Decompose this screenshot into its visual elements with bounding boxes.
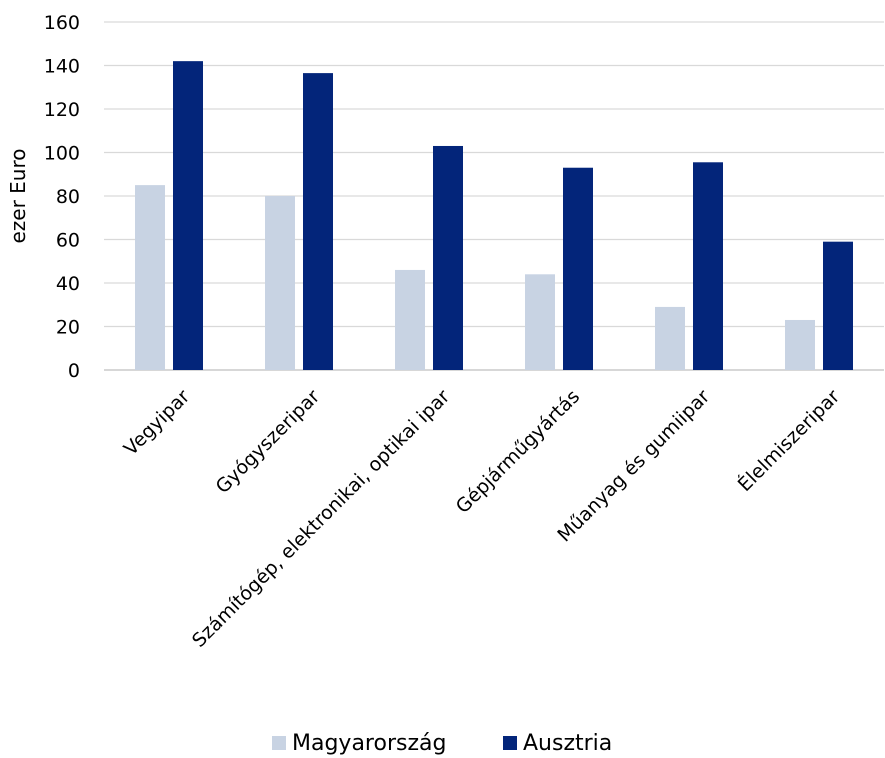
legend-swatch xyxy=(272,736,286,750)
y-tick-label: 120 xyxy=(44,99,80,121)
legend-label: Ausztria xyxy=(523,731,612,756)
legend-label: Magyarország xyxy=(292,731,446,756)
x-category-label: Vegyipar xyxy=(120,385,195,460)
x-category-label: Gyógyszeripar xyxy=(212,385,325,498)
x-category-label: Gépjárműgyártás xyxy=(452,386,584,518)
bar-series-2 xyxy=(303,73,333,371)
bar-series-1 xyxy=(525,274,555,370)
bar-series-2 xyxy=(433,145,463,370)
bar-series-1 xyxy=(785,319,815,370)
x-category-label: Számítógép, elektronikai, optikai ipar xyxy=(188,385,454,651)
bar-series-1 xyxy=(135,185,165,370)
y-tick-label: 0 xyxy=(68,360,80,382)
x-category-label: Élelmiszeripar xyxy=(733,385,844,496)
y-tick-label: 20 xyxy=(56,317,80,339)
bars xyxy=(135,61,853,371)
bar-series-1 xyxy=(395,269,425,370)
gridlines xyxy=(104,21,884,371)
y-tick-label: 140 xyxy=(44,56,80,78)
bar-series-2 xyxy=(173,61,203,371)
y-axis-tick-labels: 0 20 40 60 80 100 120 140 160 xyxy=(44,12,80,382)
y-axis-label: ezer Euro xyxy=(6,148,30,243)
y-tick-label: 40 xyxy=(56,273,80,295)
bar-series-1 xyxy=(265,196,295,370)
legend: Magyarország Ausztria xyxy=(272,731,612,756)
bar-series-2 xyxy=(563,167,593,370)
y-tick-label: 60 xyxy=(56,230,80,252)
y-tick-label: 160 xyxy=(44,12,80,34)
legend-swatch xyxy=(503,736,517,750)
y-tick-label: 100 xyxy=(44,143,80,165)
x-category-label: Műanyag és gumiipar xyxy=(553,385,714,546)
bar-series-2 xyxy=(823,241,853,370)
bar-series-2 xyxy=(693,162,723,370)
y-tick-label: 80 xyxy=(56,186,80,208)
bar-series-1 xyxy=(655,306,685,370)
